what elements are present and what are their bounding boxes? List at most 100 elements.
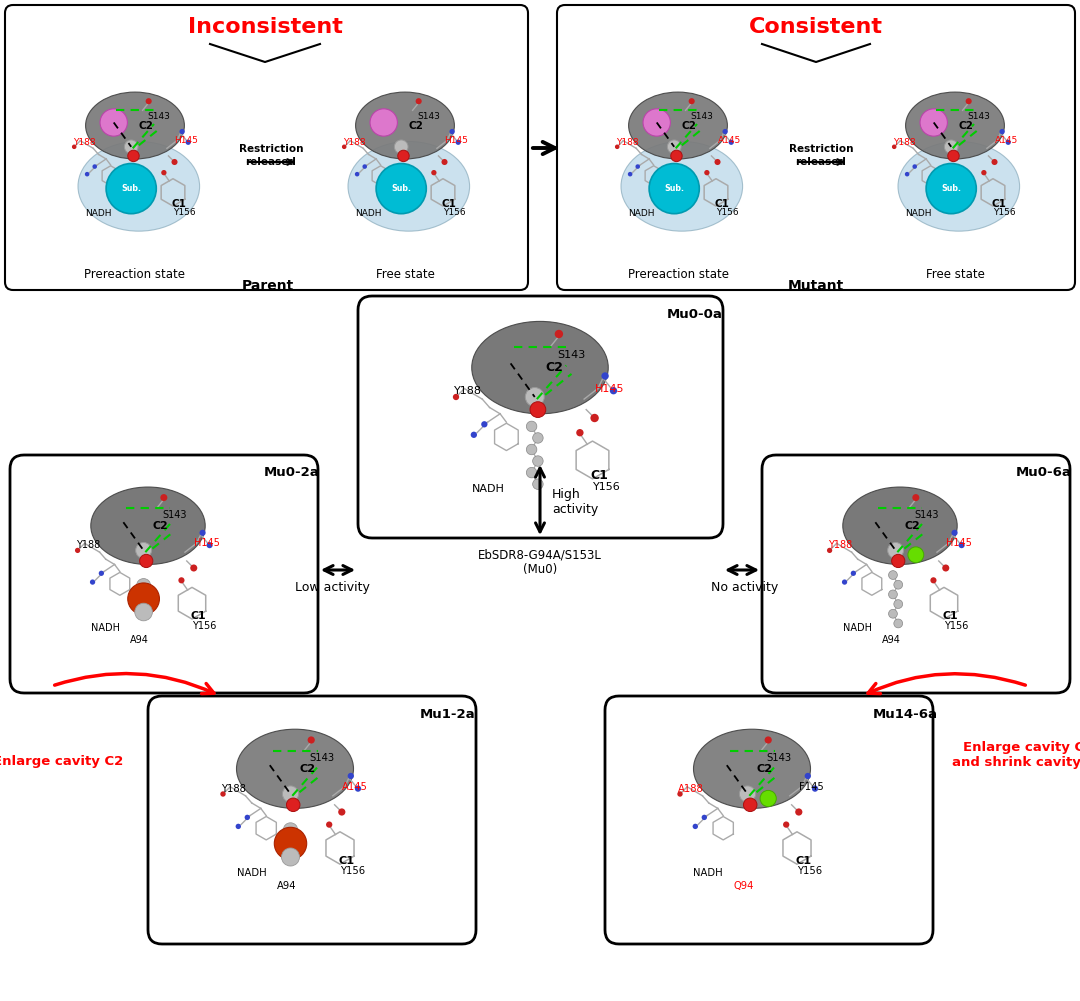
Text: No activity: No activity — [712, 582, 779, 595]
Circle shape — [927, 163, 976, 213]
Circle shape — [127, 150, 139, 161]
Circle shape — [920, 109, 947, 136]
Text: Restriction: Restriction — [239, 144, 303, 154]
Circle shape — [526, 467, 537, 477]
Circle shape — [471, 431, 477, 438]
Text: S143: S143 — [162, 511, 187, 521]
Text: NADH: NADH — [355, 209, 382, 218]
Circle shape — [913, 494, 919, 502]
Circle shape — [397, 150, 409, 161]
FancyBboxPatch shape — [605, 696, 933, 944]
Circle shape — [456, 139, 461, 145]
Circle shape — [220, 792, 226, 797]
Circle shape — [602, 372, 609, 379]
FancyBboxPatch shape — [5, 5, 528, 290]
Text: Y188: Y188 — [893, 138, 916, 147]
Text: Sub.: Sub. — [941, 184, 961, 193]
Text: Inconsistent: Inconsistent — [188, 17, 342, 37]
Text: C2: C2 — [959, 120, 974, 130]
Circle shape — [530, 401, 545, 417]
Ellipse shape — [237, 729, 353, 809]
Circle shape — [161, 170, 166, 175]
Circle shape — [355, 172, 360, 176]
Circle shape — [416, 98, 421, 104]
Text: Y156: Y156 — [716, 207, 739, 216]
Circle shape — [186, 139, 191, 145]
Text: released: released — [245, 157, 296, 167]
Circle shape — [615, 144, 620, 149]
Circle shape — [765, 737, 772, 744]
FancyBboxPatch shape — [148, 696, 476, 944]
Text: High
activity: High activity — [552, 488, 598, 516]
Text: Enlarge cavity C2: Enlarge cavity C2 — [0, 756, 123, 769]
Circle shape — [999, 129, 1004, 134]
Text: Free state: Free state — [926, 268, 985, 281]
Circle shape — [136, 543, 151, 559]
Circle shape — [124, 140, 138, 153]
Text: Enlarge cavity C2
and shrink cavity C1: Enlarge cavity C2 and shrink cavity C1 — [951, 741, 1080, 769]
Circle shape — [1005, 139, 1011, 145]
Ellipse shape — [78, 141, 200, 231]
Text: EbSDR8-G94A/S153L: EbSDR8-G94A/S153L — [478, 549, 602, 562]
Text: Prereaction state: Prereaction state — [84, 268, 186, 281]
Text: C1: C1 — [795, 857, 811, 867]
Ellipse shape — [897, 141, 1020, 231]
Circle shape — [894, 581, 903, 590]
Circle shape — [431, 170, 436, 175]
Circle shape — [948, 150, 959, 161]
Text: Y188: Y188 — [221, 784, 246, 794]
Circle shape — [348, 773, 354, 779]
Ellipse shape — [906, 92, 1004, 159]
Circle shape — [723, 129, 728, 134]
Text: NADH: NADH — [91, 623, 120, 633]
Circle shape — [190, 565, 198, 572]
Text: C1: C1 — [338, 857, 354, 867]
FancyBboxPatch shape — [357, 296, 723, 538]
Text: Y156: Y156 — [944, 621, 969, 631]
Text: Y188: Y188 — [828, 541, 852, 551]
Circle shape — [760, 791, 777, 807]
Circle shape — [729, 139, 734, 145]
Circle shape — [100, 109, 127, 136]
Circle shape — [627, 172, 633, 176]
Circle shape — [555, 329, 563, 338]
Text: Restriction: Restriction — [788, 144, 853, 154]
Text: Mu0-0a: Mu0-0a — [667, 307, 723, 320]
Circle shape — [715, 159, 720, 165]
Circle shape — [532, 455, 543, 466]
Circle shape — [90, 580, 95, 585]
Circle shape — [93, 164, 97, 169]
Circle shape — [851, 571, 856, 576]
Circle shape — [106, 163, 157, 213]
Circle shape — [889, 571, 897, 580]
Text: C1: C1 — [942, 612, 958, 622]
Circle shape — [282, 786, 298, 802]
Circle shape — [635, 164, 640, 169]
Circle shape — [689, 98, 694, 104]
Text: NADH: NADH — [906, 209, 932, 218]
Circle shape — [283, 823, 298, 837]
Ellipse shape — [842, 487, 957, 565]
Circle shape — [913, 164, 917, 169]
Text: S143: S143 — [417, 112, 440, 121]
Text: Low activity: Low activity — [295, 582, 369, 595]
Text: NADH: NADH — [85, 209, 112, 218]
Circle shape — [959, 542, 964, 549]
Circle shape — [991, 159, 998, 165]
Text: S143: S143 — [968, 112, 990, 121]
Circle shape — [892, 144, 896, 149]
Text: Y156: Y156 — [797, 867, 822, 877]
Circle shape — [342, 144, 347, 149]
Circle shape — [179, 129, 185, 134]
Circle shape — [577, 429, 583, 436]
Text: NADH: NADH — [472, 484, 504, 494]
Text: Y156: Y156 — [593, 482, 620, 492]
Text: A94: A94 — [131, 636, 149, 646]
Circle shape — [677, 792, 683, 797]
FancyBboxPatch shape — [762, 455, 1070, 693]
Text: H145: H145 — [445, 136, 469, 145]
Circle shape — [178, 578, 185, 584]
Text: C2: C2 — [409, 120, 423, 130]
Text: Sub.: Sub. — [121, 184, 141, 193]
Circle shape — [370, 109, 397, 136]
